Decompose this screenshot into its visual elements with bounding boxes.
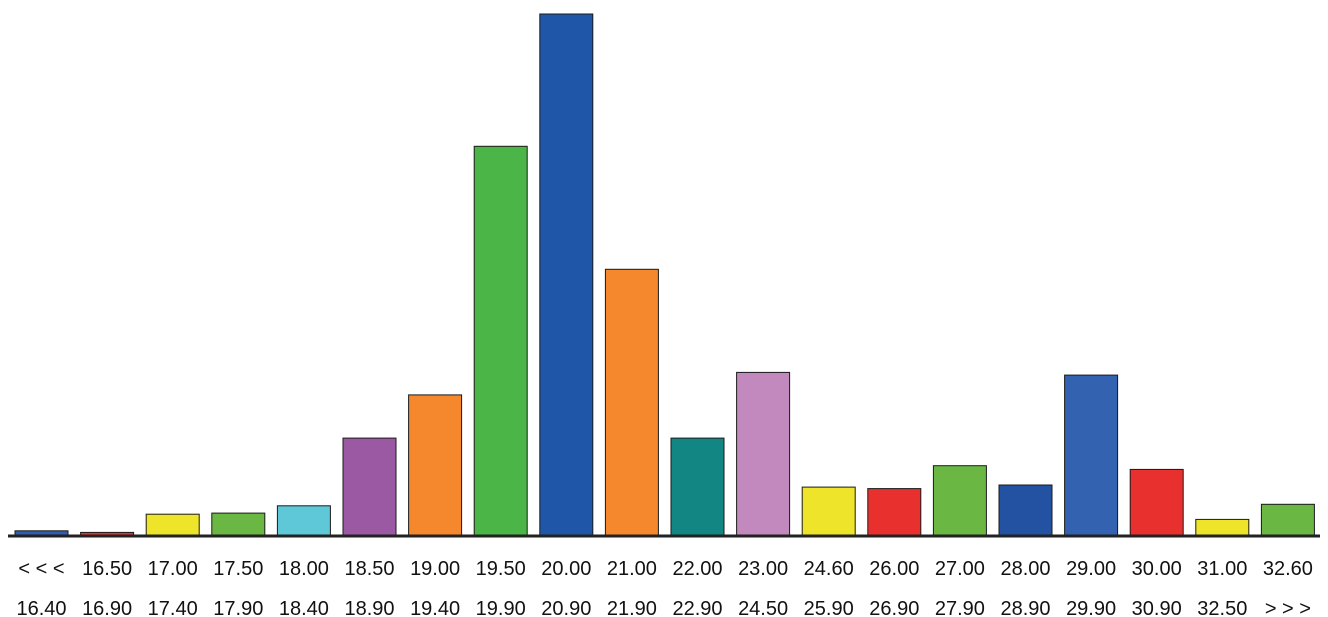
tick-label-top-14: 27.00	[935, 558, 985, 580]
tick-label-bottom-9: 21.90	[607, 598, 657, 617]
tick-label-bottom-6: 19.40	[410, 598, 460, 617]
tick-labels-group: < < < 16.40 16.50 16.90 17.00 17.40 17.50 17.90…	[16, 558, 1312, 617]
tick-label-top-9: 21.00	[607, 558, 657, 580]
tick-label-top-11: 23.00	[738, 558, 788, 580]
tick-label-bottom-12: 25.90	[804, 598, 854, 617]
bar-16	[1064, 374, 1119, 536]
tick-label-top-6: 19.00	[410, 558, 460, 580]
bar-19	[1260, 503, 1315, 536]
tick-label-bottom-11: 24.50	[738, 598, 788, 617]
tick-label-top-12: 24.60	[804, 558, 854, 580]
tick-label-top-1: 16.50	[82, 558, 132, 580]
bar-17	[1129, 468, 1184, 536]
tick-label-bottom-10: 22.90	[672, 598, 722, 617]
tick-label-top-5: 18.50	[344, 558, 394, 580]
tick-label-top-7: 19.50	[476, 558, 526, 580]
tick-label-top-15: 28.00	[1000, 558, 1050, 580]
tick-label-top-19: 32.60	[1263, 558, 1313, 580]
tick-label-top-0: < < <	[18, 558, 64, 580]
bars-group	[14, 13, 1315, 536]
bar-6	[408, 394, 463, 536]
bar-12	[801, 486, 856, 536]
bar-5	[342, 437, 397, 536]
tick-label-bottom-13: 26.90	[869, 598, 919, 617]
tick-label-bottom-14: 27.90	[935, 598, 985, 617]
tick-label-top-10: 22.00	[672, 558, 722, 580]
tick-label-top-4: 18.00	[279, 558, 329, 580]
tick-label-top-17: 30.00	[1132, 558, 1182, 580]
bar-10	[670, 437, 725, 536]
bar-15	[998, 484, 1053, 536]
tick-label-bottom-3: 17.90	[213, 598, 263, 617]
tick-label-bottom-7: 19.90	[476, 598, 526, 617]
tick-label-top-13: 26.00	[869, 558, 919, 580]
tick-label-bottom-15: 28.90	[1000, 598, 1050, 617]
bar-4	[276, 505, 331, 536]
tick-label-bottom-2: 17.40	[148, 598, 198, 617]
bar-14	[932, 465, 987, 536]
tick-label-bottom-8: 20.90	[541, 598, 591, 617]
bar-2	[145, 513, 200, 536]
tick-label-bottom-19: > > >	[1265, 598, 1311, 617]
tick-label-top-16: 29.00	[1066, 558, 1116, 580]
bar-8	[539, 13, 594, 536]
tick-label-top-3: 17.50	[213, 558, 263, 580]
tick-label-bottom-1: 16.90	[82, 598, 132, 617]
bar-11	[736, 371, 791, 536]
tick-label-top-2: 17.00	[148, 558, 198, 580]
bar-7	[473, 145, 528, 536]
bar-3	[211, 512, 266, 536]
tick-label-bottom-0: 16.40	[16, 598, 66, 617]
bar-13	[867, 488, 922, 536]
tick-label-bottom-16: 29.90	[1066, 598, 1116, 617]
tick-label-top-18: 31.00	[1197, 558, 1247, 580]
bar-9	[604, 268, 659, 536]
tick-label-bottom-5: 18.90	[344, 598, 394, 617]
tick-label-bottom-18: 32.50	[1197, 598, 1247, 617]
tick-label-bottom-4: 18.40	[279, 598, 329, 617]
bar-0	[14, 530, 69, 536]
tick-label-top-8: 20.00	[541, 558, 591, 580]
tick-label-bottom-17: 30.90	[1132, 598, 1182, 617]
bar-18	[1195, 518, 1250, 536]
